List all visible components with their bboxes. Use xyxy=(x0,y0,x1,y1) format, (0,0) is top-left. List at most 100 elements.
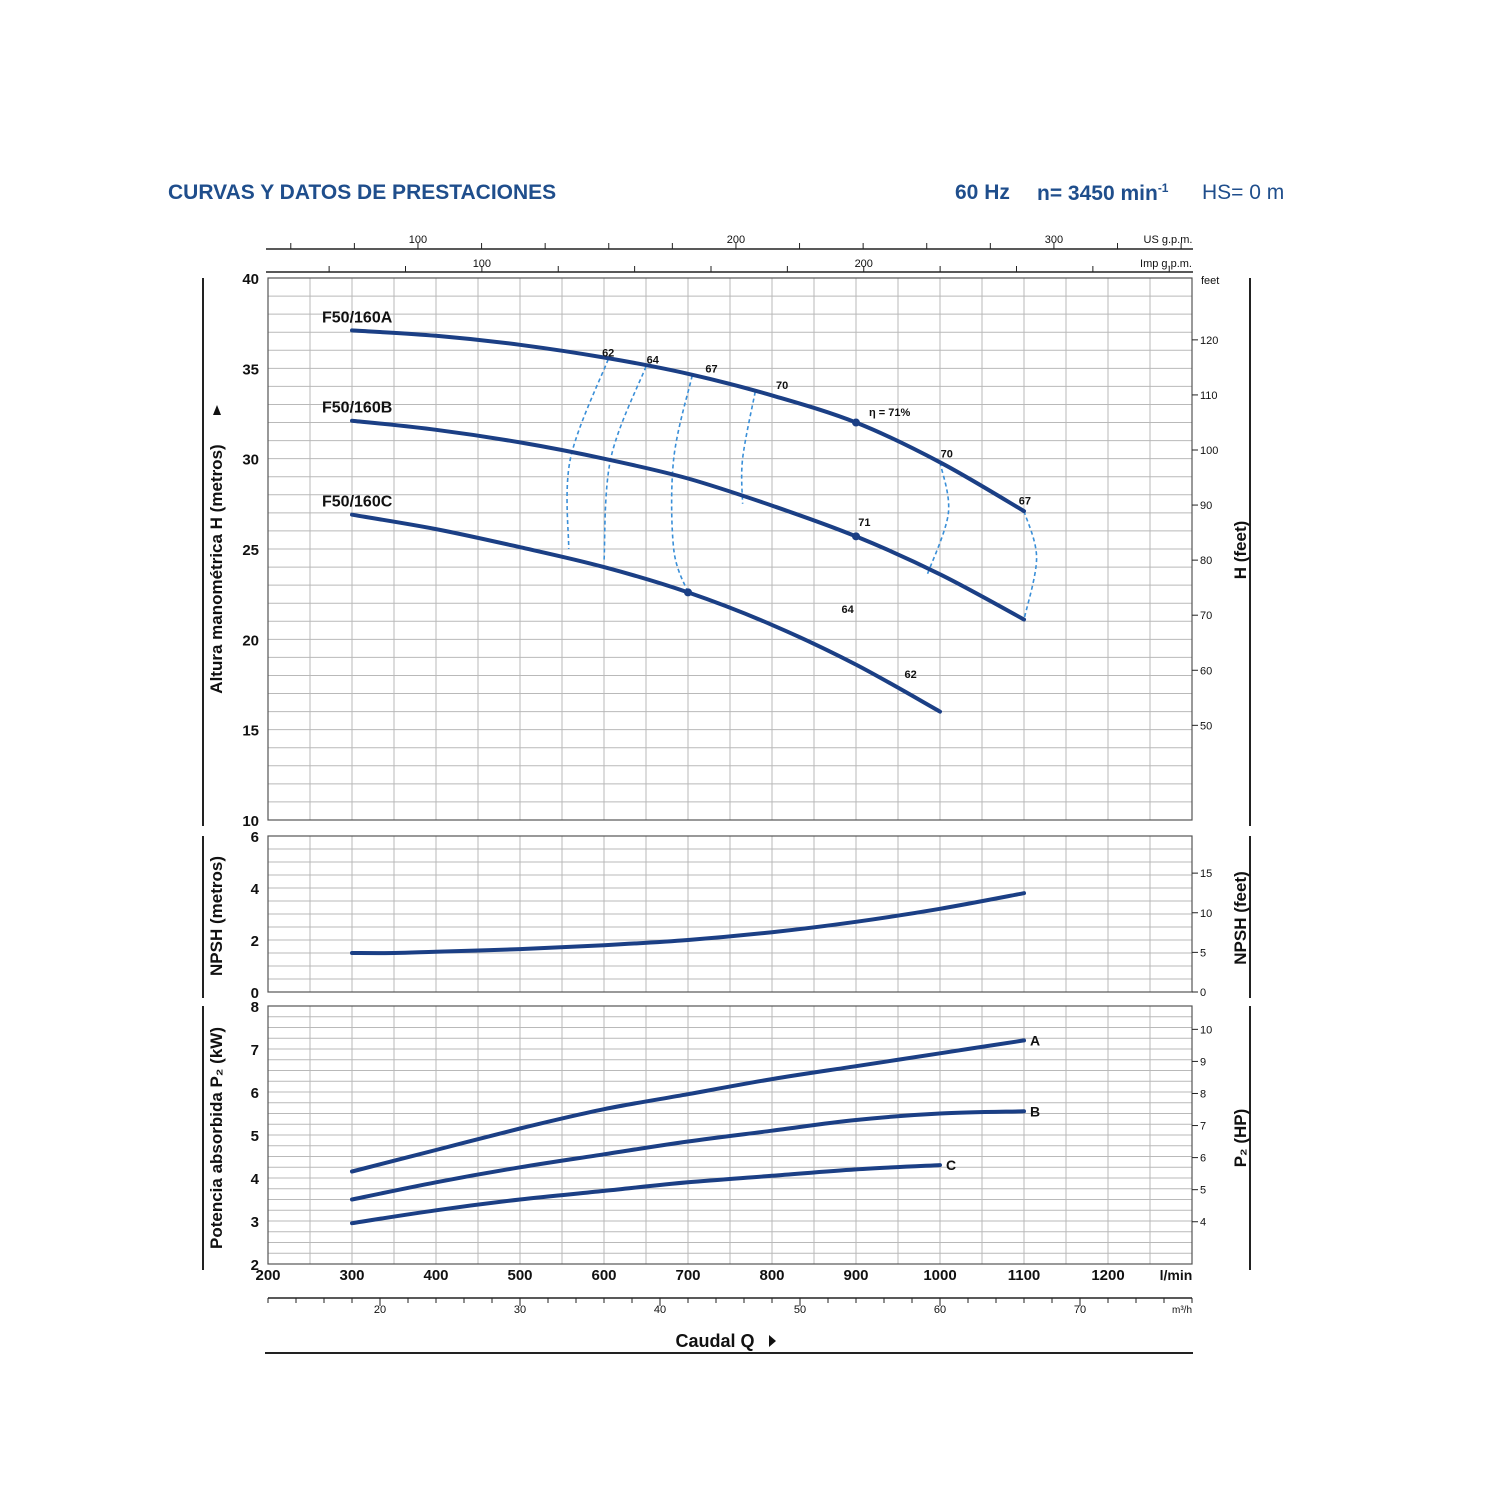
npsh-panel-frame xyxy=(267,835,1193,993)
x-tick-label: 600 xyxy=(591,1267,616,1284)
right-tick-label: 100 xyxy=(1200,445,1218,457)
y-axis-label-power-right: P₂ (HP) xyxy=(1231,1109,1250,1168)
right-tick-label: 5 xyxy=(1200,947,1206,959)
y-tick-label: 2 xyxy=(251,1257,259,1274)
y-tick-label: 10 xyxy=(242,813,259,830)
y-tick-label: 3 xyxy=(251,1214,259,1231)
head-curve-F50160C xyxy=(350,512,942,714)
efficiency-curves xyxy=(566,359,1038,620)
speed-text: n= 3450 min xyxy=(1037,182,1158,205)
bep-marker xyxy=(852,418,860,427)
impgpm-unit-label: Imp g.p.m. xyxy=(1140,258,1192,270)
right-tick-label: 50 xyxy=(1200,720,1212,732)
y-tick-label: 35 xyxy=(242,361,259,378)
x-tick-label: 400 xyxy=(423,1267,448,1284)
bep-marker xyxy=(684,588,692,597)
y-axis-label-npsh: NPSH (metros) xyxy=(207,856,226,976)
y-tick-label: 6 xyxy=(251,829,259,846)
x-tick-label: 200 xyxy=(255,1267,280,1284)
usgpm-tick-label: 100 xyxy=(409,234,427,246)
x-axis-label: Caudal Q xyxy=(675,1331,754,1351)
speed-exponent: -1 xyxy=(1157,181,1169,195)
x-unit-label: l/min xyxy=(1160,1267,1193,1283)
x-tick-label: 700 xyxy=(675,1267,700,1284)
labels-layer: F50/160A F50/160B F50/160C A B C 62 64 67 70 η = 7… xyxy=(322,309,1040,1173)
y-tick-label: 15 xyxy=(242,723,259,740)
right-tick-label: 9 xyxy=(1200,1056,1206,1068)
power-series-label: B xyxy=(1030,1103,1040,1119)
efficiency-label: 70 xyxy=(776,380,788,392)
x-tick-label: 1100 xyxy=(1008,1267,1041,1284)
m3h-tick-label: 40 xyxy=(654,1304,666,1316)
right-tick-label: 15 xyxy=(1200,868,1212,880)
x-tick-label: 500 xyxy=(507,1267,532,1284)
y-tick-label: 0 xyxy=(251,985,259,1002)
efficiency-line-70 xyxy=(740,391,756,504)
head-curve-F50160A xyxy=(350,328,1026,514)
y-axis-arrow-icon xyxy=(213,405,221,415)
power-series-label: C xyxy=(946,1157,956,1173)
efficiency-line-67 xyxy=(1023,510,1038,620)
m3h-unit-label: m³/h xyxy=(1172,1305,1192,1316)
x-tick-label: 1200 xyxy=(1091,1267,1124,1284)
usgpm-tick-label: 200 xyxy=(727,234,745,246)
series-layer xyxy=(350,328,1026,1226)
power-series-label: A xyxy=(1030,1032,1040,1048)
power-curve-B xyxy=(350,1109,1026,1202)
y-axis-label-power: Potencia absorbida P₂ (kW) xyxy=(207,1027,226,1249)
series-label: F50/160C xyxy=(322,494,393,511)
right-tick-label: 10 xyxy=(1200,1024,1212,1036)
efficiency-label: 71 xyxy=(858,517,870,529)
y-axis-label-head-right: H (feet) xyxy=(1231,521,1250,580)
right-tick-label: 120 xyxy=(1200,335,1218,347)
m3h-tick-label: 20 xyxy=(374,1304,386,1316)
m3h-tick-label: 70 xyxy=(1074,1304,1086,1316)
panel-frames xyxy=(202,277,1251,1270)
efficiency-label: 70 xyxy=(941,448,953,460)
y-tick-label: 40 xyxy=(242,271,259,288)
y-tick-label: 20 xyxy=(242,632,259,649)
right-tick-label: 0 xyxy=(1200,987,1206,999)
usgpm-unit-label: US g.p.m. xyxy=(1144,234,1193,246)
right-tick-label: 5 xyxy=(1200,1185,1206,1197)
y-axis-label-head: Altura manométrica H (metros) xyxy=(207,444,226,693)
y-tick-label: 2 xyxy=(251,933,259,950)
right-unit-label: feet xyxy=(1201,275,1219,287)
npsh-curve xyxy=(350,891,1026,956)
head-panel-frame xyxy=(267,277,1193,821)
speed-label: n= 3450 min-1 xyxy=(1037,181,1168,206)
right-tick-label: 7 xyxy=(1200,1121,1206,1133)
m3h-tick-label: 50 xyxy=(794,1304,806,1316)
hs-label: HS= 0 m xyxy=(1202,181,1285,204)
impgpm-tick-label: 200 xyxy=(855,258,873,270)
right-tick-label: 8 xyxy=(1200,1088,1206,1100)
efficiency-label: 64 xyxy=(647,355,660,367)
x-axis-arrow-icon xyxy=(769,1335,776,1347)
power-panel-frame xyxy=(267,1005,1193,1265)
y-tick-label: 7 xyxy=(251,1042,259,1059)
y-tick-label: 4 xyxy=(251,881,260,898)
right-tick-label: 90 xyxy=(1200,500,1212,512)
efficiency-label: 62 xyxy=(904,669,916,681)
axes-layer: 1015202530354002462345678506070809010011… xyxy=(207,234,1250,1354)
y-tick-label: 30 xyxy=(242,452,259,469)
efficiency-label: η = 71% xyxy=(869,407,910,419)
right-tick-label: 60 xyxy=(1200,665,1212,677)
efficiency-label: 67 xyxy=(705,364,717,376)
bep-marker xyxy=(852,532,860,541)
x-tick-label: 1000 xyxy=(923,1267,956,1284)
efficiency-label: 62 xyxy=(602,347,614,359)
y-tick-label: 6 xyxy=(251,1085,259,1102)
m3h-tick-label: 30 xyxy=(514,1304,526,1316)
right-tick-label: 10 xyxy=(1200,908,1212,920)
y-tick-label: 25 xyxy=(242,542,259,559)
y-tick-label: 5 xyxy=(251,1128,259,1145)
x-tick-label: 800 xyxy=(759,1267,784,1284)
efficiency-label: 67 xyxy=(1019,495,1031,507)
series-label: F50/160A xyxy=(322,309,393,326)
x-tick-label: 300 xyxy=(339,1267,364,1284)
x-tick-label: 900 xyxy=(843,1267,868,1284)
series-label: F50/160B xyxy=(322,400,392,417)
usgpm-tick-label: 300 xyxy=(1045,234,1063,246)
